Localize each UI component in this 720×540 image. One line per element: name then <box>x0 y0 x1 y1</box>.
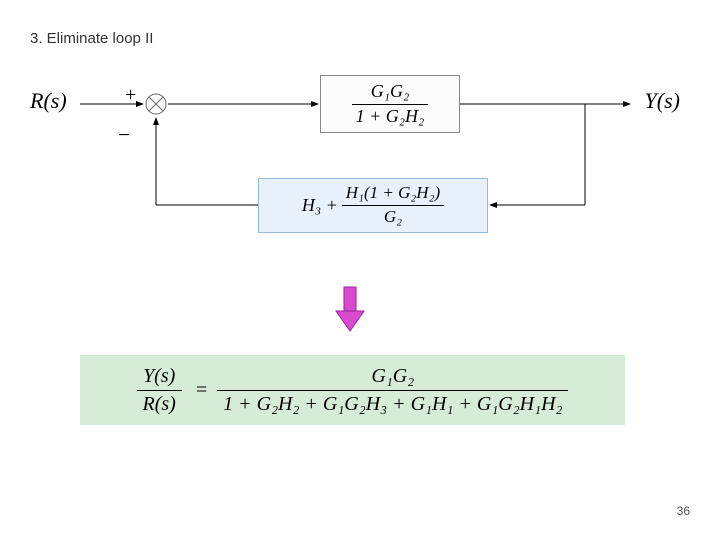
rhs-fraction: G₁G₂ 1 + G₂H₂ + G₁G₂H₃ + G₁H₁ + G₁G₂H₁H₂ <box>217 365 568 416</box>
feedback-expression: H₃ + H₁(1 + G₂H₂) G₂ <box>302 184 444 226</box>
down-arrow-icon <box>330 285 370 333</box>
rhs-denominator: 1 + G₂H₂ + G₁G₂H₃ + G₁H₁ + G₁G₂H₁H₂ <box>217 393 568 416</box>
final-equation: Y(s) R(s) = G₁G₂ 1 + G₂H₂ + G₁G₂H₃ + G₁H… <box>80 355 625 425</box>
step-heading: 3. Eliminate loop II <box>30 30 153 47</box>
feedback-block: H₃ + H₁(1 + G₂H₂) G₂ <box>258 178 488 233</box>
fraction-bar <box>352 104 429 105</box>
forward-numerator: G₁G₂ <box>367 82 414 102</box>
lhs-numerator: Y(s) <box>137 365 181 388</box>
lhs-denominator: R(s) <box>137 393 182 416</box>
feedback-fraction: H₁(1 + G₂H₂) G₂ <box>342 184 444 226</box>
equals-sign: = <box>196 379 207 402</box>
block-diagram: R(s) Y(s) + − G₁G₂ 1 + G₂H₂ <box>20 70 700 270</box>
fraction-bar <box>342 205 444 206</box>
forward-block: G₁G₂ 1 + G₂H₂ <box>320 75 460 133</box>
rhs-numerator: G₁G₂ <box>365 365 420 388</box>
feedback-prefix: H₃ + <box>302 195 338 216</box>
feedback-numerator: H₁(1 + G₂H₂) <box>342 184 444 203</box>
fraction-bar <box>217 390 568 391</box>
fraction-bar <box>137 390 182 391</box>
feedback-denominator: G₂ <box>380 208 406 227</box>
forward-denominator: 1 + G₂H₂ <box>352 107 429 127</box>
page-number: 36 <box>677 504 690 518</box>
forward-fraction: G₁G₂ 1 + G₂H₂ <box>352 82 429 127</box>
lhs-fraction: Y(s) R(s) <box>137 365 182 416</box>
